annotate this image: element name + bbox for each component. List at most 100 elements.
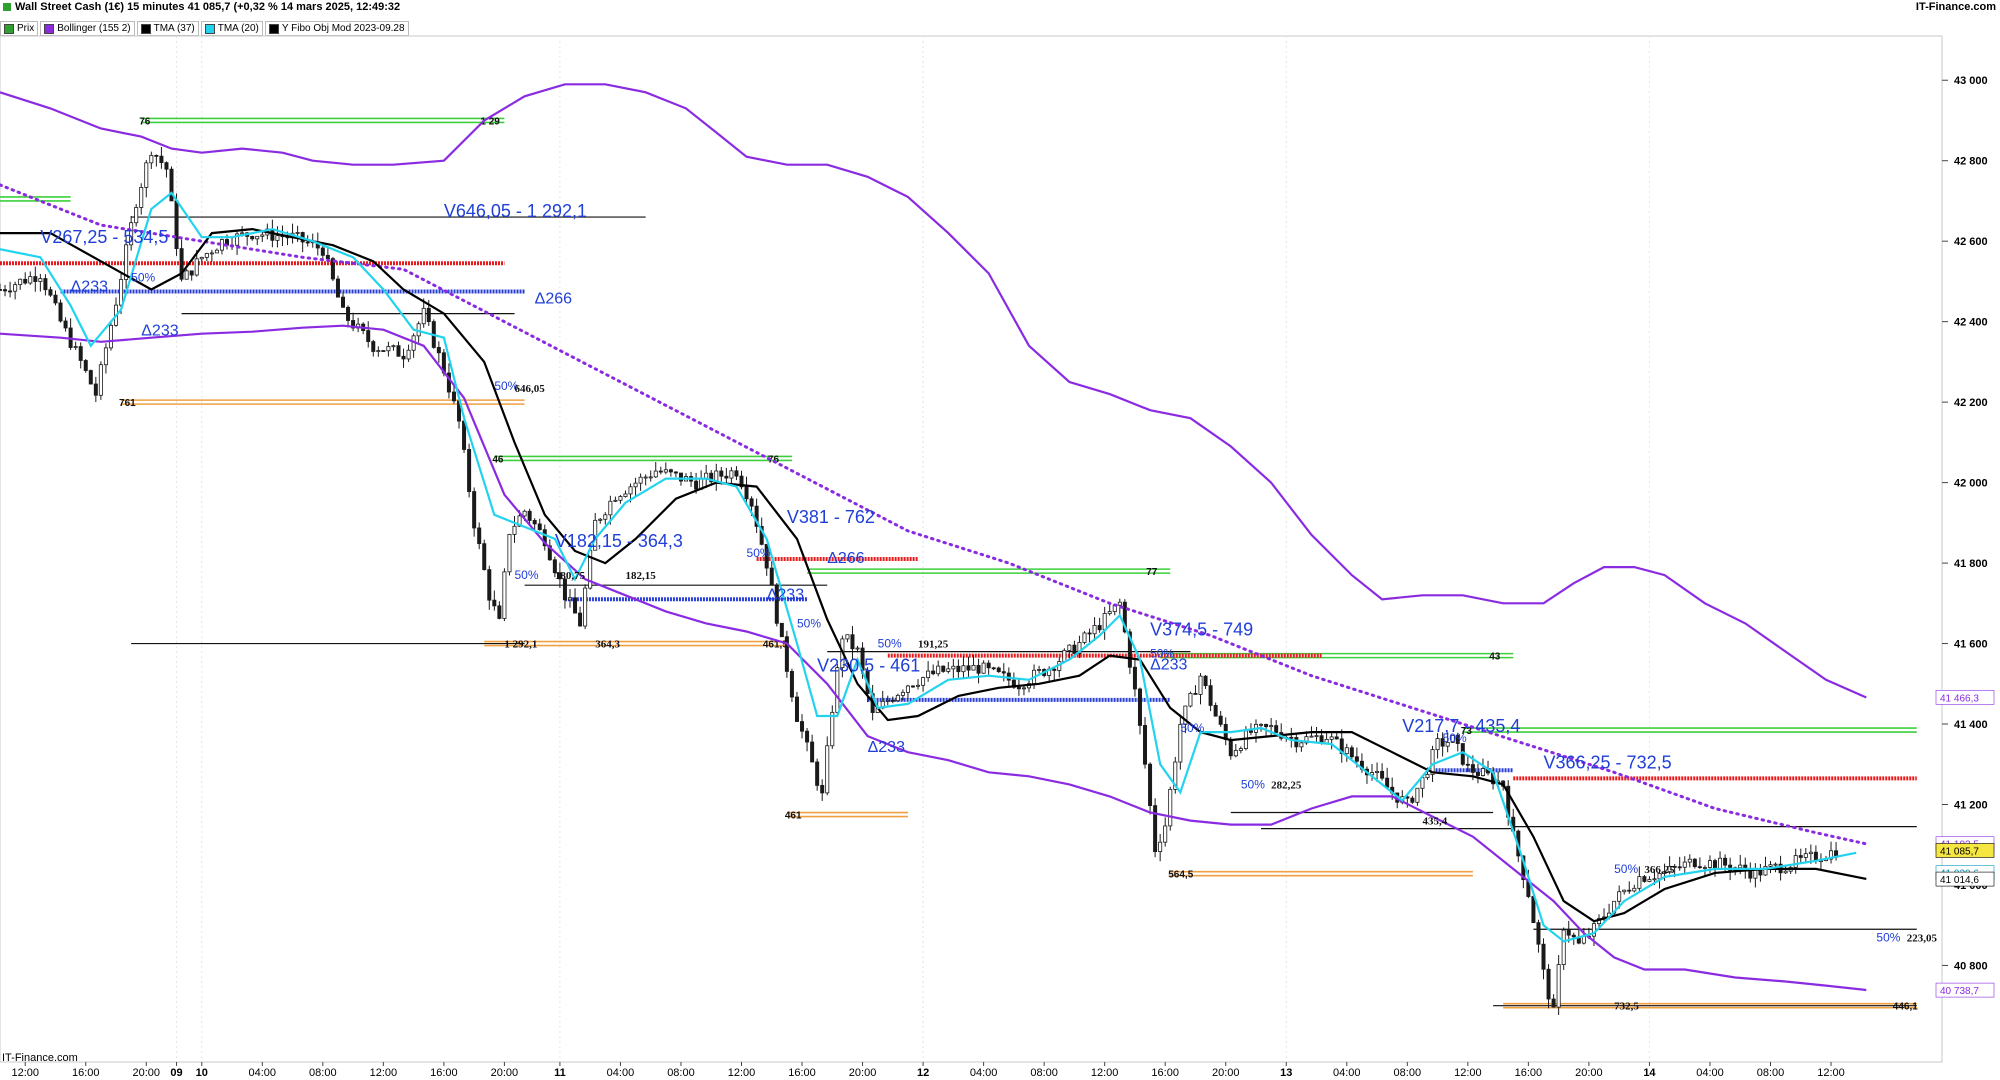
candle-body [1450, 734, 1455, 743]
price-label-box [1935, 690, 1995, 705]
candle-body [1097, 625, 1102, 631]
candle-body [502, 571, 507, 619]
footer-brand: IT-Finance.com [2, 1052, 78, 1064]
candle-body [320, 247, 325, 256]
candle-body [482, 543, 487, 571]
candle-body [673, 471, 678, 474]
candle-body [341, 296, 346, 308]
x-tick-label: 04:00 [249, 1067, 277, 1079]
legend-label: TMA (37) [153, 23, 195, 34]
candle-body [366, 330, 371, 342]
fib-pct-label: 50% [1876, 930, 1900, 944]
fib-annotation: Δ233 [1150, 657, 1187, 674]
fib-annotation: V366,25 - 732,5 [1544, 752, 1672, 772]
candle-body [789, 671, 794, 698]
candle-body [1137, 688, 1142, 726]
candle-body [573, 597, 578, 614]
fib-value-label: 1 292,1 [504, 639, 537, 651]
candle-body [446, 372, 451, 393]
candle-body [628, 486, 633, 495]
candle-body [260, 234, 265, 237]
legend-swatch-icon [4, 23, 14, 34]
candle-body [653, 470, 658, 478]
candle-body [1193, 692, 1198, 695]
candle-body [406, 349, 411, 360]
candle-body [835, 667, 840, 713]
fib-level-label: 46 [492, 454, 504, 465]
candle-body [1329, 736, 1334, 740]
logo-icon [3, 3, 11, 11]
candle-body [578, 612, 583, 627]
candle-body [43, 278, 48, 291]
y-tick-label: 41 600 [1954, 639, 1988, 651]
fib-pct-label: 50% [797, 616, 821, 630]
candle-body [129, 222, 134, 246]
candle-body [1294, 737, 1299, 748]
candle-body [815, 761, 820, 786]
candle-body [1627, 889, 1632, 892]
candle-body [921, 677, 926, 686]
candle-body [1339, 738, 1344, 754]
fib-level-label: 76 [768, 454, 780, 465]
candle-body [1001, 671, 1006, 674]
candle-body [1763, 866, 1768, 876]
x-tick-label: 04:00 [1696, 1067, 1724, 1079]
candle-body [643, 476, 648, 479]
candle-body [381, 350, 386, 352]
fib-pct-label: 50% [747, 546, 771, 560]
candle-body [603, 514, 608, 520]
candle-body [1259, 723, 1264, 726]
candle-body [477, 527, 482, 545]
candle-body [275, 235, 280, 241]
candle-body [1546, 968, 1551, 1000]
candle-body [1591, 923, 1596, 937]
candle-body [724, 475, 729, 479]
site-name[interactable]: IT-Finance.com [1915, 1, 1996, 13]
legend-swatch-icon [204, 23, 215, 34]
candle-body [1218, 715, 1223, 725]
fib-value-label: 435,4 [1422, 816, 1447, 828]
candle-body [507, 533, 512, 573]
candle-body [28, 276, 33, 284]
candle-body [492, 599, 497, 607]
indicator-line [0, 191, 1857, 943]
candle-body [608, 500, 613, 516]
candle-body [1198, 675, 1203, 695]
candle-body [532, 520, 537, 525]
candle-body [633, 482, 638, 488]
x-tick-label: 04:00 [607, 1067, 635, 1079]
candle-body [1344, 747, 1349, 754]
candle-body [810, 741, 815, 763]
candle-body [744, 486, 749, 500]
candle-body [149, 154, 154, 164]
candle-body [1203, 675, 1208, 687]
candle-body [966, 665, 971, 671]
candle-body [1183, 705, 1188, 725]
candle-body [1213, 705, 1218, 717]
candle-body [638, 476, 643, 484]
x-tick-label: 16:00 [72, 1067, 100, 1079]
candle-body [1274, 725, 1279, 733]
indicator-line [0, 227, 1867, 923]
candle-body [134, 207, 139, 224]
x-tick-label: 08:00 [1757, 1067, 1785, 1079]
candle-body [3, 289, 8, 292]
candle-body [618, 496, 623, 501]
fib-annotation: V217,7 - 435,4 [1402, 716, 1520, 736]
y-tick-label: 42 200 [1954, 397, 1988, 409]
chart-title: Wall Street Cash (1€) 15 minutes 41 085,… [15, 1, 401, 13]
candle-body [1087, 632, 1092, 635]
candle-body [472, 491, 477, 529]
candle-body [648, 476, 653, 479]
candle-body [1470, 764, 1475, 773]
candle-body [1233, 750, 1238, 757]
candle-body [976, 664, 981, 674]
candle-body [376, 350, 381, 352]
fib-annotation: V267,25 - 534,5 [40, 227, 168, 247]
candle-body [1773, 863, 1778, 866]
candle-body [401, 355, 406, 360]
candle-body [164, 162, 169, 170]
candle-body [119, 279, 124, 306]
candle-body [1748, 870, 1753, 879]
